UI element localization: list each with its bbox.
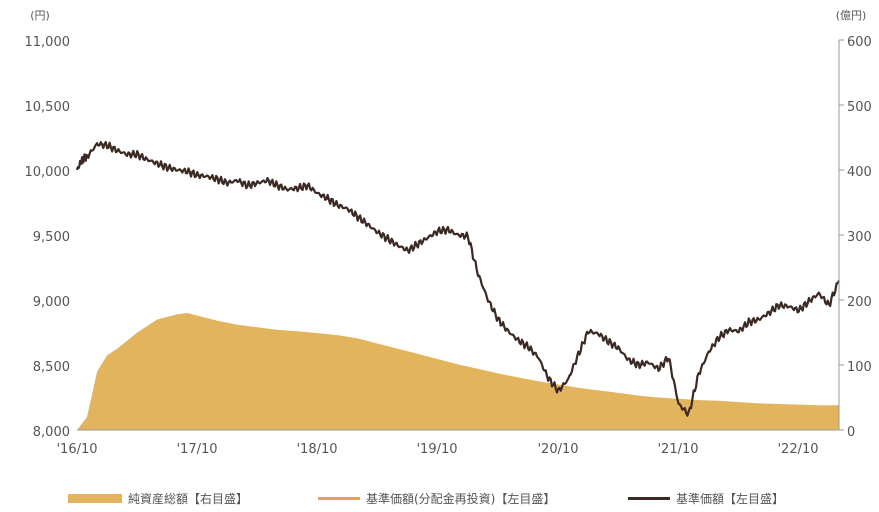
y-right-tick-label: 0 <box>847 425 855 440</box>
legend-swatch-line <box>318 497 360 500</box>
net-assets-area-path <box>77 313 839 430</box>
y-left-tick-label: 9,500 <box>33 230 70 245</box>
x-tick-label: '22/10 <box>777 442 818 457</box>
chart: (円) (億円) 8,000 8,500 9,000 9,500 10,000 … <box>25 9 872 457</box>
left-axis: 8,000 8,500 9,000 9,500 10,000 10,500 11… <box>25 35 71 440</box>
x-axis: '16/10 '17/10 '18/10 '19/10 '20/10 '21/1… <box>56 429 839 457</box>
y-right-tick-label: 100 <box>847 360 872 375</box>
x-tick-label: '20/10 <box>537 442 578 457</box>
y-right-tick-label: 400 <box>847 165 872 180</box>
x-tick-label: '21/10 <box>657 442 698 457</box>
x-tick-label: '19/10 <box>416 442 457 457</box>
y-left-tick-label: 8,000 <box>33 425 70 440</box>
legend-label: 基準価額(分配金再投資)【左目盛】 <box>366 492 556 506</box>
y-right-tick-label: 500 <box>847 100 872 115</box>
left-axis-unit: (円) <box>30 9 50 22</box>
right-axis-unit: (億円) <box>836 9 867 22</box>
legend-swatch-line <box>628 497 670 500</box>
x-tick-label: '18/10 <box>296 442 337 457</box>
legend: 純資産総額【右目盛】 基準価額(分配金再投資)【左目盛】 基準価額【左目盛】 <box>0 490 879 508</box>
legend-item-net-assets: 純資産総額【右目盛】 <box>68 490 248 507</box>
right-axis: 0 100 200 300 400 500 600 <box>838 35 872 440</box>
y-left-tick-label: 8,500 <box>33 360 70 375</box>
y-right-tick-label: 200 <box>847 295 872 310</box>
legend-swatch-area <box>68 494 122 503</box>
nav-line <box>75 141 840 417</box>
net-assets-area <box>77 313 839 430</box>
nav-line-path <box>75 141 840 417</box>
x-tick-label: '16/10 <box>56 442 97 457</box>
y-right-tick-label: 300 <box>847 230 872 245</box>
y-left-tick-label: 10,000 <box>25 165 71 180</box>
legend-label: 純資産総額【右目盛】 <box>128 492 249 506</box>
y-right-tick-label: 600 <box>847 35 872 50</box>
y-left-tick-label: 9,000 <box>33 295 70 310</box>
y-left-tick-label: 11,000 <box>25 35 71 50</box>
x-tick-label: '17/10 <box>176 442 217 457</box>
legend-item-nav-reinvested: 基準価額(分配金再投資)【左目盛】 <box>318 490 555 507</box>
legend-label: 基準価額【左目盛】 <box>676 492 785 506</box>
y-left-tick-label: 10,500 <box>25 100 71 115</box>
legend-item-nav: 基準価額【左目盛】 <box>628 490 784 507</box>
